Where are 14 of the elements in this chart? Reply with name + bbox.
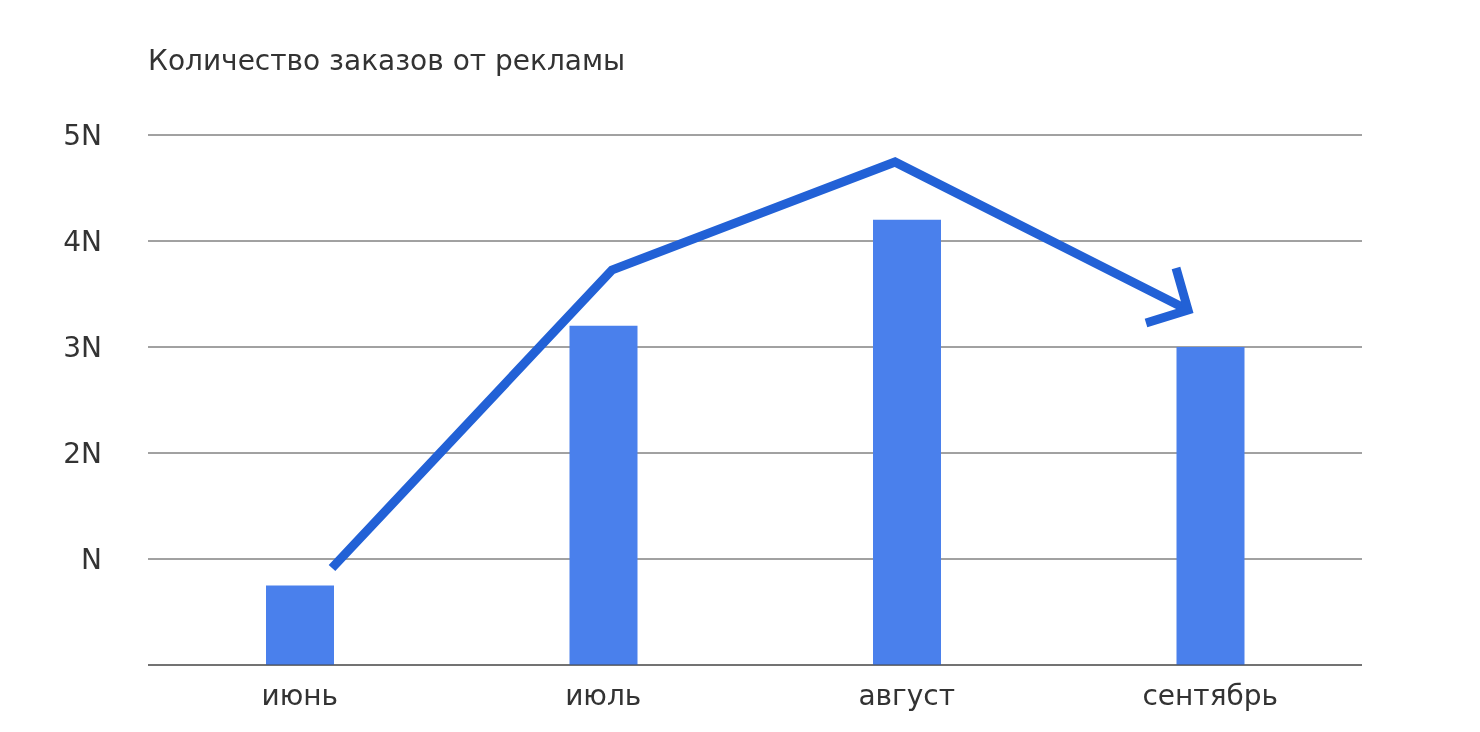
- y-tick-label: N: [81, 542, 102, 576]
- y-tick-label: 3N: [63, 330, 102, 364]
- chart-title: Количество заказов от рекламы: [148, 44, 626, 77]
- x-tick-label: июль: [565, 678, 642, 712]
- y-tick-label: 5N: [63, 118, 102, 152]
- bar: [873, 219, 941, 665]
- bar: [266, 585, 334, 665]
- y-tick-label: 2N: [63, 436, 102, 470]
- x-tick-label: июнь: [261, 678, 339, 712]
- bar: [1176, 347, 1245, 665]
- x-tick-label: сентябрь: [1142, 678, 1279, 712]
- bar: [569, 325, 638, 665]
- y-tick-label: 4N: [63, 224, 102, 258]
- x-tick-label: август: [858, 678, 956, 712]
